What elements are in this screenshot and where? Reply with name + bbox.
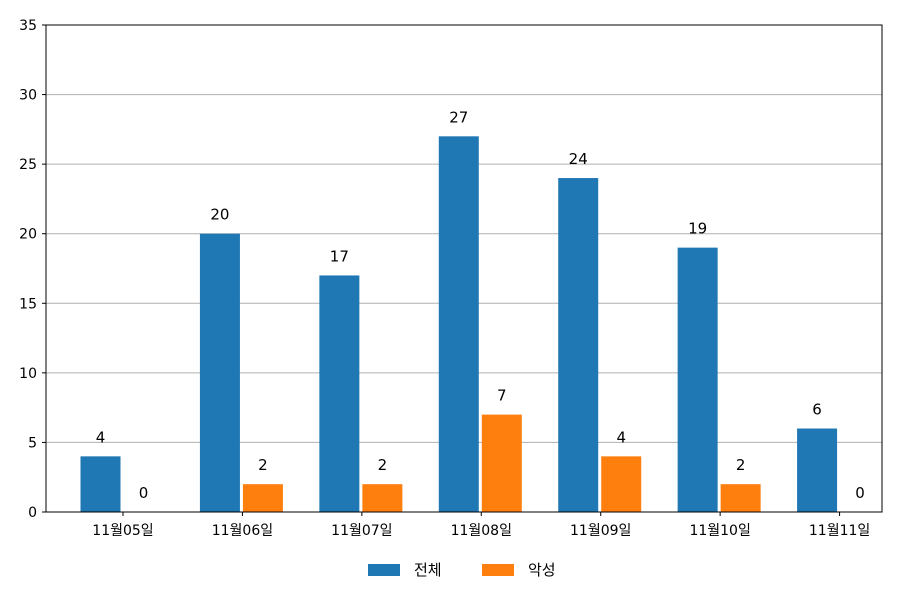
- data-label: 2: [378, 456, 388, 474]
- bar-malicious: [720, 484, 761, 512]
- data-label: 19: [688, 220, 707, 238]
- y-tick-label: 20: [19, 227, 37, 243]
- bar-malicious: [481, 414, 522, 512]
- bar-total: [199, 233, 240, 512]
- bar-malicious: [362, 484, 403, 512]
- plot-frame: [45, 24, 883, 513]
- bars: [80, 136, 838, 513]
- data-label: 7: [497, 387, 507, 405]
- y-tick-label: 5: [28, 435, 37, 451]
- bar-total: [319, 275, 360, 512]
- data-label: 17: [330, 247, 349, 265]
- bar-total: [558, 178, 599, 513]
- x-tick-label: 11월05일: [92, 523, 153, 539]
- y-axis: 0 5 10 15 20 25 30 35: [19, 18, 46, 521]
- data-label: 6: [812, 401, 822, 419]
- bar-total: [677, 247, 718, 512]
- data-label: 2: [258, 456, 268, 474]
- x-tick-label: 11월06일: [212, 523, 273, 539]
- y-tick-label: 35: [19, 18, 37, 34]
- data-label: 20: [210, 206, 229, 224]
- y-tick-label: 25: [19, 157, 37, 173]
- x-tick-label: 11월10일: [689, 523, 750, 539]
- y-tick-label: 30: [19, 88, 37, 104]
- legend-label: 전체: [414, 561, 442, 579]
- data-label: 0: [139, 484, 149, 502]
- bar-malicious: [242, 484, 283, 512]
- data-label: 4: [616, 428, 626, 446]
- x-axis: 11월05일 11월06일 11월07일 11월08일 11월09일 11월10일 11월1…: [92, 512, 870, 539]
- y-tick-label: 15: [19, 296, 37, 312]
- x-tick-label: 11월11일: [809, 523, 870, 539]
- x-tick-label: 11월08일: [451, 523, 512, 539]
- bar-total: [80, 456, 121, 512]
- legend: 전체 악성: [368, 561, 556, 579]
- bar-total: [797, 428, 838, 512]
- bar-total: [438, 136, 479, 513]
- data-label: 27: [449, 108, 468, 126]
- data-labels: 4 0 20 2 17 2 27 7 24 4 19 2 6 0: [96, 108, 865, 502]
- data-label: 2: [736, 456, 746, 474]
- legend-swatch: [368, 564, 400, 576]
- y-tick-label: 10: [19, 366, 37, 382]
- legend-swatch: [482, 564, 514, 576]
- y-tick-label: 0: [28, 505, 37, 521]
- legend-label: 악성: [528, 561, 556, 579]
- x-tick-label: 11월09일: [570, 523, 631, 539]
- data-label: 24: [569, 150, 588, 168]
- x-tick-label: 11월07일: [331, 523, 392, 539]
- data-label: 4: [96, 428, 106, 446]
- bar-malicious: [601, 456, 642, 512]
- data-label: 0: [855, 484, 865, 502]
